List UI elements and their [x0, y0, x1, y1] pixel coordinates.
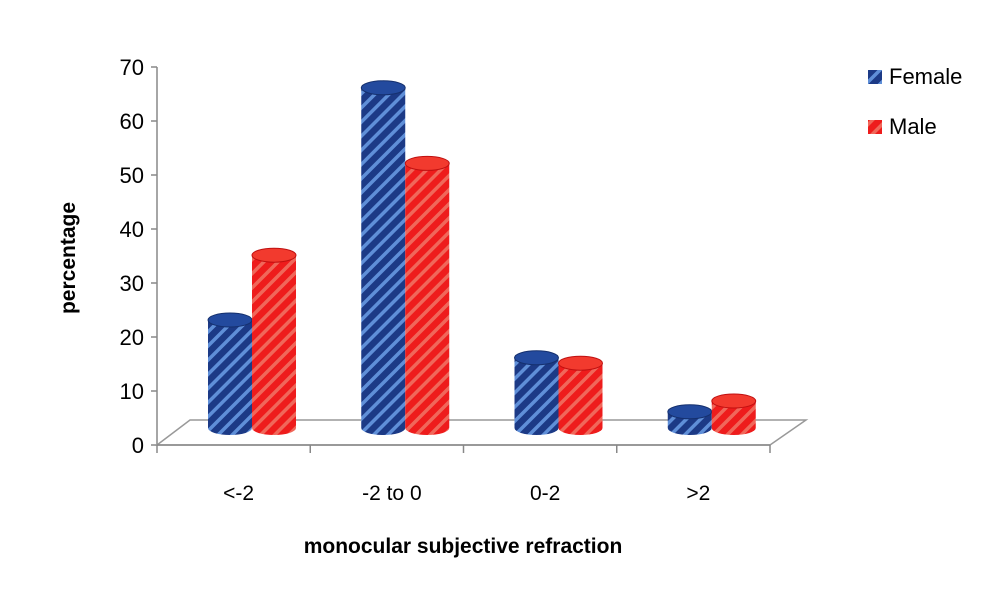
legend-label-male: Male	[889, 114, 937, 139]
bar-top	[514, 350, 559, 366]
legend-label-female: Female	[889, 64, 962, 89]
bar-body	[711, 401, 756, 436]
bar-top	[558, 355, 603, 371]
bar-body	[558, 363, 603, 436]
bar-female	[360, 80, 406, 436]
bar-female	[207, 312, 253, 435]
bar-top	[360, 80, 406, 96]
bar-top	[404, 155, 450, 171]
y-axis-label: percentage	[57, 202, 80, 314]
bar-body	[208, 320, 252, 435]
bar-female	[514, 350, 559, 436]
bar-top	[667, 404, 713, 420]
y-tick-label: 0	[132, 433, 144, 458]
bar-male	[251, 247, 297, 435]
y-tick-label: 30	[120, 271, 144, 296]
bar-body	[405, 163, 450, 436]
x-tick-label: 0-2	[530, 482, 560, 505]
y-tick-label: 40	[120, 217, 144, 242]
bar-body	[361, 87, 406, 436]
bar-body	[514, 357, 559, 436]
bar-male	[558, 355, 603, 436]
x-tick-label: -2 to 0	[362, 482, 422, 505]
x-axis-label: monocular subjective refraction	[304, 535, 623, 558]
bar-body	[252, 255, 296, 435]
x-tick-label: <-2	[223, 482, 254, 505]
bar-top	[207, 312, 253, 328]
bar-male	[404, 155, 450, 436]
bar-female	[667, 404, 713, 435]
legend-swatch-male	[868, 120, 882, 134]
legend-swatch-female	[868, 70, 882, 84]
bar-top	[251, 247, 297, 263]
y-tick-label: 50	[120, 163, 144, 188]
y-tick-label: 20	[120, 325, 144, 350]
y-tick-label: 70	[120, 55, 144, 80]
y-tick-label: 60	[120, 109, 144, 134]
bar-male	[711, 393, 757, 436]
y-tick-label: 10	[120, 379, 144, 404]
x-tick-label: >2	[686, 482, 710, 505]
bar-top	[711, 393, 757, 409]
